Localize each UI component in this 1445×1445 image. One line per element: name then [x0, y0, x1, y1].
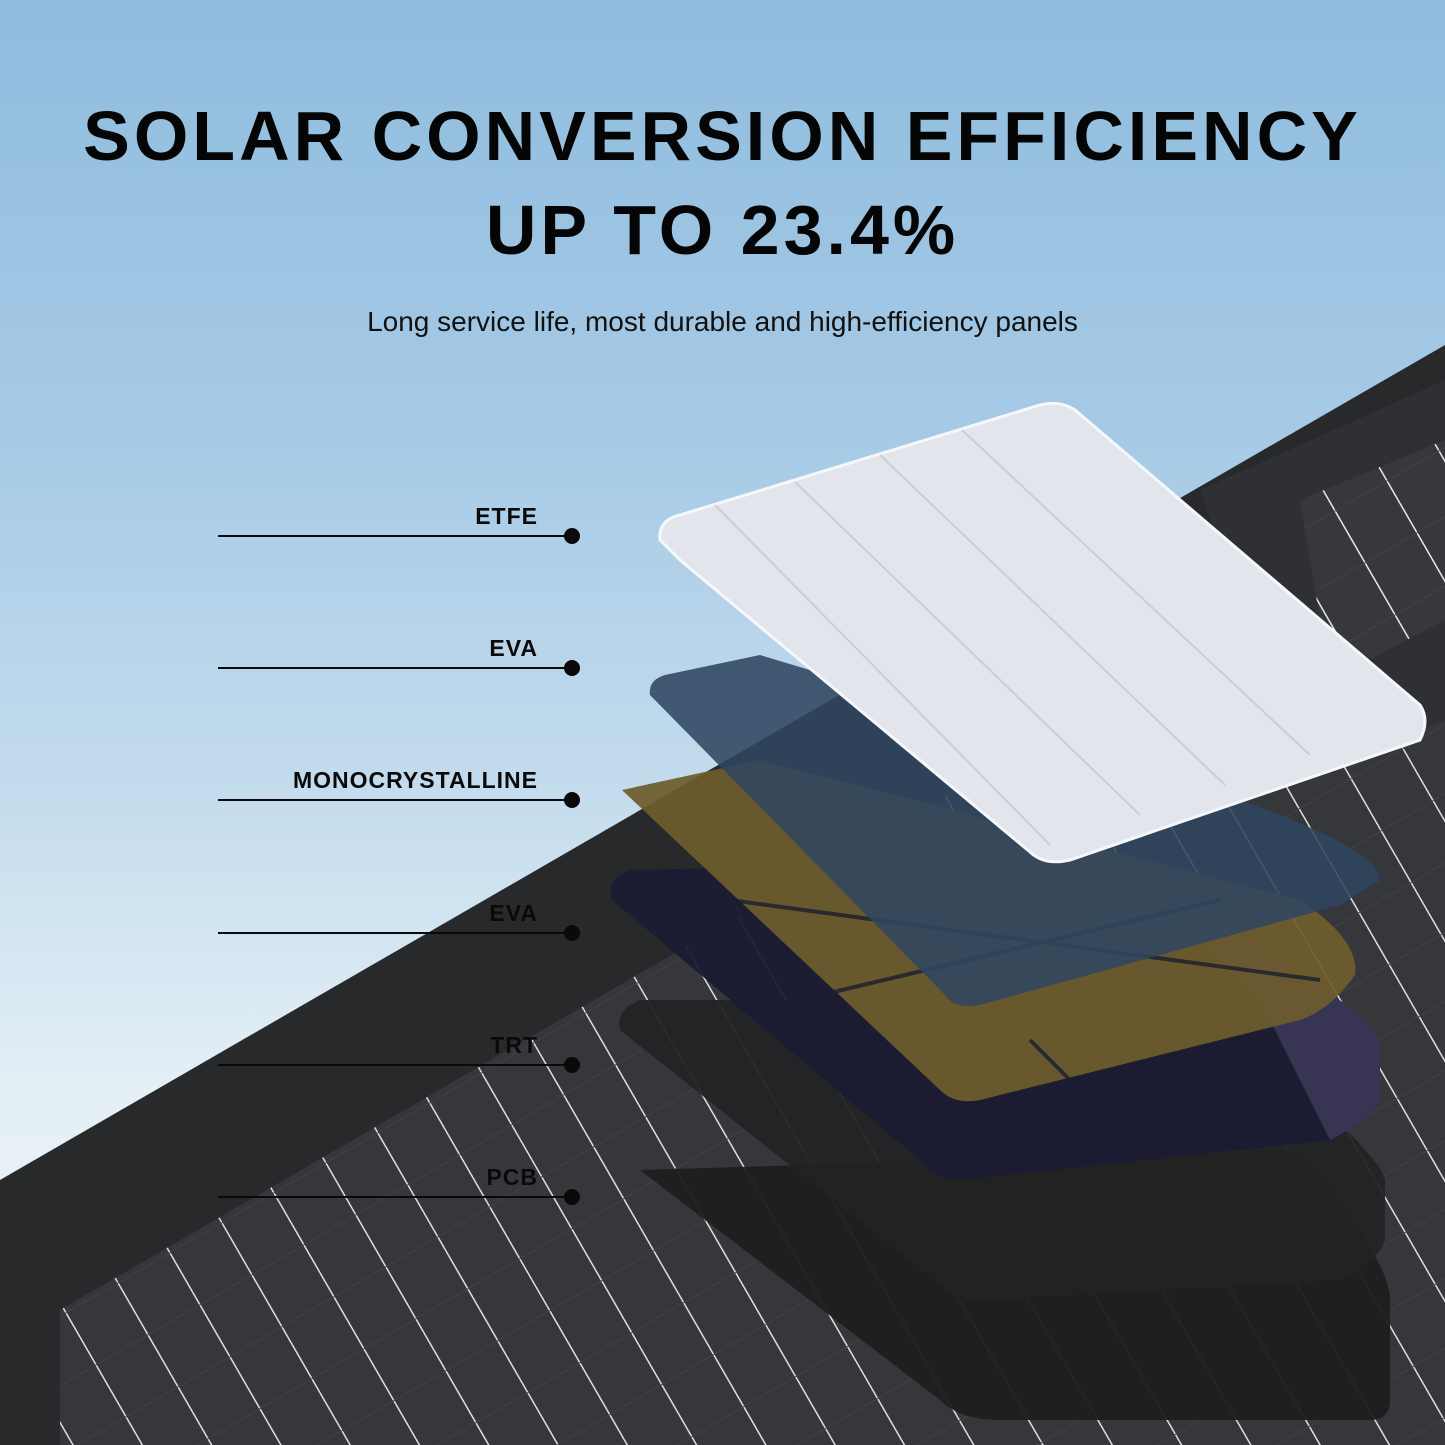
callout-label: MONOCRYSTALLINE [293, 767, 538, 793]
callout-eva-upper: EVA [218, 632, 580, 676]
leader-line [218, 535, 572, 537]
leader-line [218, 932, 572, 934]
callout-pcb: PCB [218, 1161, 580, 1205]
callout-dot-icon [564, 792, 580, 808]
callout-trt: TRT [218, 1029, 580, 1073]
callout-eva-lower: EVA [218, 897, 580, 941]
callout-label: ETFE [475, 503, 538, 529]
leader-line [218, 1196, 572, 1198]
headline-line-2: UP TO 23.4% [485, 191, 960, 269]
callout-dot-icon [564, 1057, 580, 1073]
callout-dot-icon [564, 1189, 580, 1205]
callout-dot-icon [564, 925, 580, 941]
callout-dot-icon [564, 660, 580, 676]
callout-label: PCB [486, 1164, 538, 1190]
leader-line [218, 1064, 572, 1066]
leader-line [218, 799, 572, 801]
callout-label: TRT [490, 1032, 538, 1058]
callout-label: EVA [489, 635, 538, 661]
callout-label: EVA [489, 900, 538, 926]
leader-line [218, 667, 572, 669]
layer-etfe [658, 401, 1427, 864]
callout-monocrystalline: MONOCRYSTALLINE [218, 764, 580, 808]
callout-etfe: ETFE [218, 500, 580, 544]
subtitle: Long service life, most durable and high… [367, 306, 1078, 337]
headline-line-1: SOLAR CONVERSION EFFICIENCY [83, 97, 1362, 175]
callout-dot-icon [564, 528, 580, 544]
